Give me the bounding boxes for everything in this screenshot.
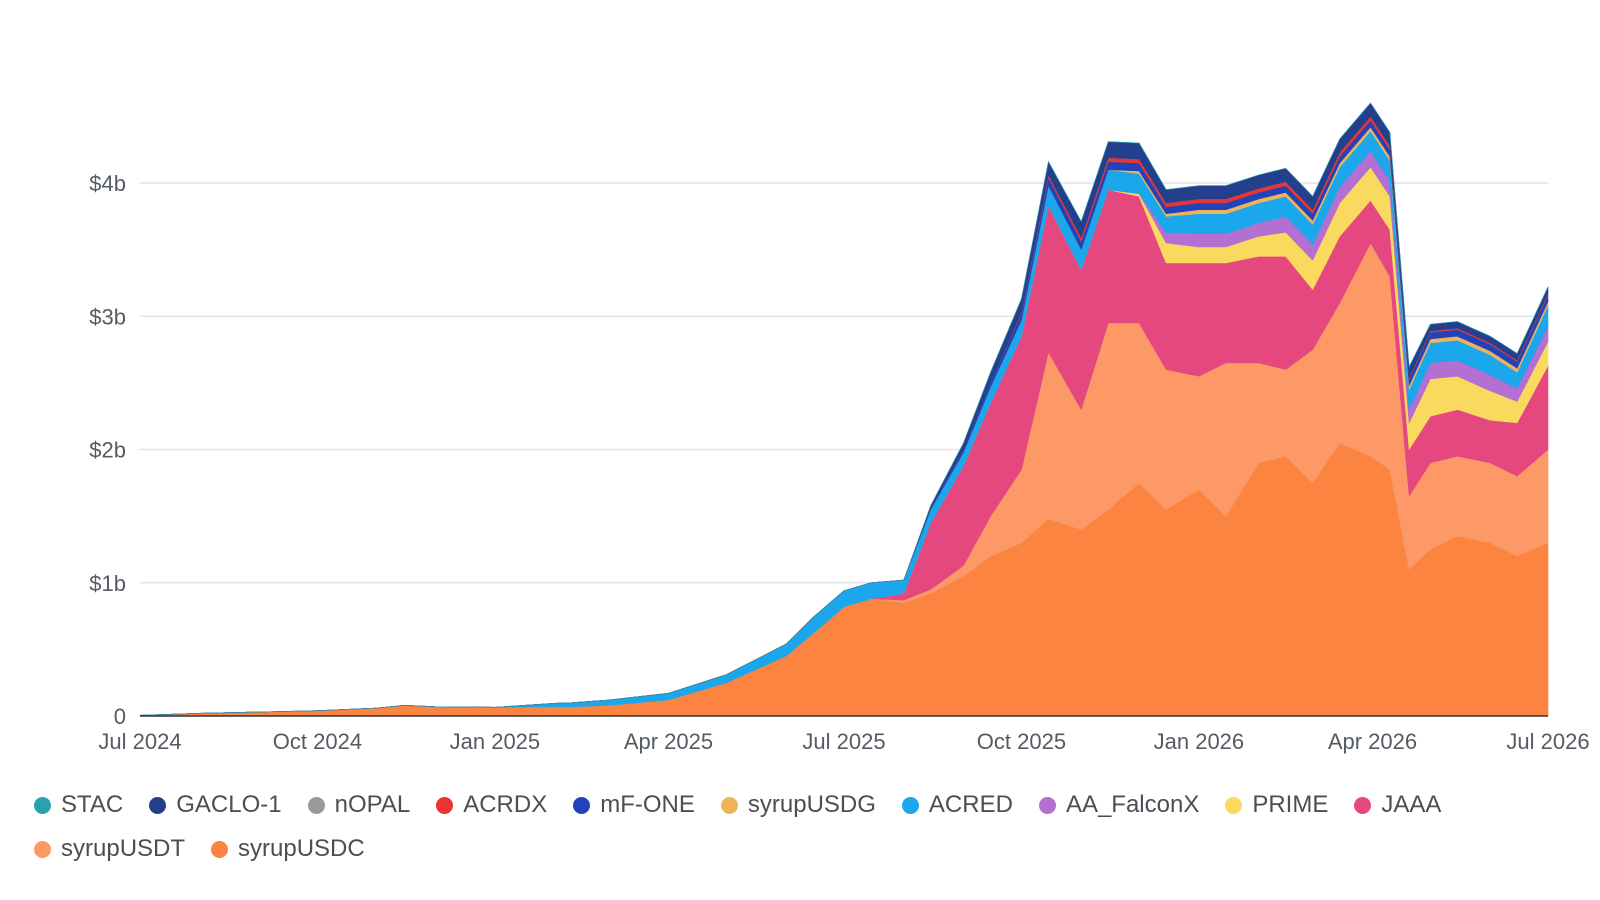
y-tick-label: $3b (89, 304, 126, 329)
legend-swatch (436, 796, 454, 814)
legend-label: ACRED (928, 791, 1013, 818)
y-tick-label: 0 (114, 704, 126, 729)
legend-item[interactable]: nOPAL (307, 790, 411, 820)
x-tick-label: Jul 2024 (98, 729, 181, 754)
x-tick-label: Oct 2025 (977, 729, 1066, 754)
legend-label: JAAA (1381, 791, 1442, 818)
legend-swatch (1225, 796, 1243, 814)
x-tick-label: Jan 2026 (1154, 729, 1245, 754)
legend-swatch (149, 796, 167, 814)
chart-legend: STAC GACLO-1 nOPAL ACRDX mF-ONE syrupUSDG ACRE… (34, 790, 1574, 864)
x-tick-label: Oct 2024 (273, 729, 362, 754)
legend-swatch (307, 796, 325, 814)
legend-item[interactable]: AA_FalconX (1038, 790, 1200, 820)
legend-label: nOPAL (334, 791, 411, 818)
legend-swatch (211, 840, 229, 858)
area-series-stac[interactable] (139, 102, 1549, 716)
legend-swatch (34, 796, 51, 814)
legend-item[interactable]: PRIME (1225, 790, 1328, 820)
stacked-area-chart: 0 $1b $2b $3b $4b Jul 2024 Oct 2024 Jan 2025 Apr… (89, 102, 1590, 754)
legend-item[interactable]: ACRDX (436, 790, 547, 820)
legend-swatch (34, 840, 51, 858)
legend-item[interactable]: syrupUSDG (720, 790, 876, 820)
legend-label: GACLO-1 (176, 791, 282, 818)
x-tick-label: Apr 2025 (624, 729, 713, 754)
x-tick-label: Jul 2026 (1506, 729, 1589, 754)
legend-swatch (720, 796, 738, 814)
chart-canvas: 0 $1b $2b $3b $4b Jul 2024 Oct 2024 Jan 2025 Apr… (89, 102, 1590, 754)
y-tick-label: $1b (89, 571, 126, 596)
legend-label: ACRDX (463, 791, 548, 818)
legend-item[interactable]: syrupUSDC (211, 834, 365, 864)
x-tick-label: Jul 2025 (802, 729, 885, 754)
legend-item[interactable]: GACLO-1 (149, 790, 282, 820)
legend-label: syrupUSDG (747, 791, 876, 818)
x-tick-label: Jan 2025 (450, 729, 541, 754)
legend-item[interactable]: STAC (34, 790, 123, 820)
legend-label: syrupUSDC (238, 835, 365, 862)
legend-swatch (1038, 796, 1056, 814)
x-tick-label: Apr 2026 (1328, 729, 1417, 754)
legend-item[interactable]: JAAA (1354, 790, 1441, 820)
legend-item[interactable]: mF-ONE (573, 790, 695, 820)
legend-label: STAC (61, 791, 124, 818)
area-series-syrupusdc[interactable] (139, 442, 1549, 717)
legend-label: AA_FalconX (1065, 791, 1200, 818)
legend-label: syrupUSDT (61, 835, 186, 862)
legend-swatch (1354, 796, 1372, 814)
legend-label: PRIME (1252, 791, 1329, 818)
legend-item[interactable]: ACRED (901, 790, 1013, 820)
y-tick-label: $2b (89, 438, 126, 463)
legend-item[interactable]: syrupUSDT (34, 834, 185, 864)
legend-swatch (573, 796, 591, 814)
legend-swatch (901, 796, 919, 814)
y-tick-label: $4b (89, 171, 126, 196)
legend-label: mF-ONE (600, 791, 695, 818)
